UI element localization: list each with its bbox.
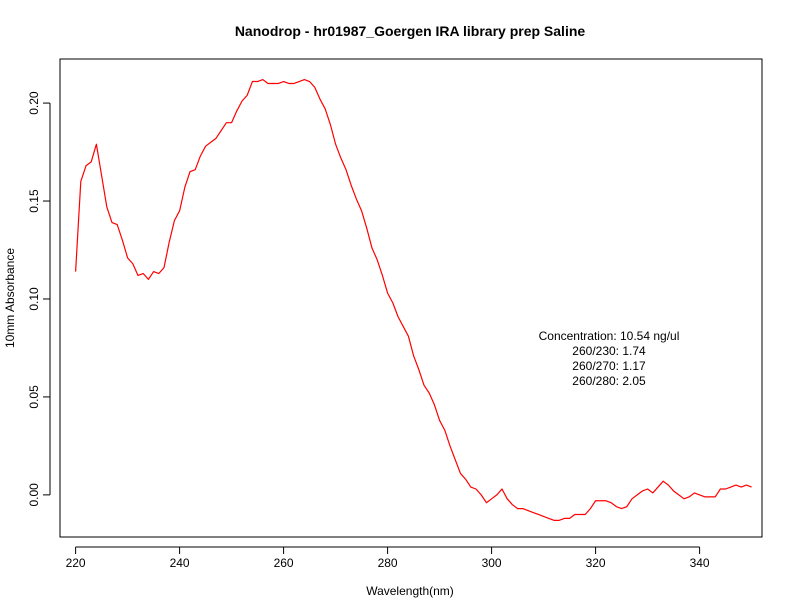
x-axis-label: Wavelength(nm) bbox=[366, 584, 454, 598]
annotation-block: Concentration: 10.54 ng/ul 260/230: 1.74… bbox=[539, 329, 680, 388]
series-line-0 bbox=[75, 78, 752, 521]
x-tick-label-280: 280 bbox=[378, 556, 398, 570]
y-tick-label-0.20: 0.20 bbox=[27, 91, 41, 115]
annotation-ratio-260-280: 260/280: 2.05 bbox=[572, 374, 646, 388]
y-tick-label-0.10: 0.10 bbox=[27, 287, 41, 311]
y-tick-label-0.15: 0.15 bbox=[27, 189, 41, 213]
annotation-concentration: Concentration: 10.54 ng/ul bbox=[539, 329, 680, 343]
plot-frame bbox=[59, 58, 763, 538]
x-tick-label-220: 220 bbox=[66, 556, 86, 570]
annotation-ratio-260-270: 260/270: 1.17 bbox=[572, 359, 646, 373]
x-tick-label-300: 300 bbox=[482, 556, 502, 570]
x-tick-label-240: 240 bbox=[170, 556, 190, 570]
x-tick-label-260: 260 bbox=[274, 556, 294, 570]
x-tick-label-340: 340 bbox=[690, 556, 710, 570]
x-axis: 220 240 260 280 300 320 340 bbox=[66, 546, 710, 570]
chart-title: Nanodrop - hr01987_Goergen IRA library p… bbox=[235, 23, 586, 39]
y-tick-label-0.05: 0.05 bbox=[27, 385, 41, 409]
y-tick-label-0.00: 0.00 bbox=[27, 483, 41, 507]
y-axis-label: 10mm Absorbance bbox=[3, 248, 17, 348]
y-axis: 0.00 0.05 0.10 0.15 0.20 bbox=[27, 91, 51, 507]
series-group bbox=[75, 78, 752, 521]
x-tick-label-320: 320 bbox=[586, 556, 606, 570]
annotation-ratio-260-230: 260/230: 1.74 bbox=[572, 344, 646, 358]
